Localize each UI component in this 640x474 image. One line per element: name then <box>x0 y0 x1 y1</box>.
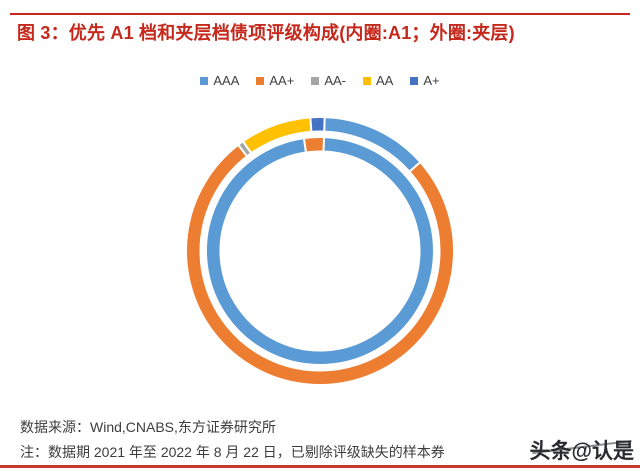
legend-swatch-icon <box>363 76 371 85</box>
donut-segment-a+ <box>309 116 326 133</box>
legend-item-aa+: AA+ <box>256 73 294 88</box>
legend-swatch-icon <box>410 76 419 85</box>
legend-swatch-icon <box>200 76 209 85</box>
donut-segment-aaa <box>205 136 435 366</box>
legend-label: AA- <box>324 73 346 88</box>
legend-swatch-icon <box>311 76 320 85</box>
chart-legend: AAA AA+ AA- AA A+ <box>0 73 640 88</box>
legend-swatch-icon <box>256 76 265 85</box>
legend-item-aaa: AAA <box>200 73 239 88</box>
legend-label: AAA <box>213 73 240 88</box>
figure-title: 图 3：优先 A1 档和夹层档债项评级构成(内圈:A1；外圈:夹层) <box>17 23 515 43</box>
donut-chart <box>185 116 455 386</box>
watermark-text: 头条@认是 <box>530 435 634 465</box>
header-accent-rule <box>10 13 630 15</box>
legend-item-aa: AA <box>363 73 393 88</box>
legend-label: AA+ <box>269 73 295 88</box>
legend-item-a+: A+ <box>410 73 440 88</box>
legend-item-aa-: AA- <box>311 73 346 88</box>
legend-label: A+ <box>423 73 440 88</box>
donut-segment-aa+ <box>302 136 326 154</box>
footer-accent-rule <box>0 465 640 468</box>
data-note-text: 注：数据期 2021 年至 2022 年 8 月 22 日，已剔除评级缺失的样本… <box>20 444 445 460</box>
donut-segment-aa+ <box>185 143 455 386</box>
data-source-text: 数据来源：Wind,CNABS,东方证券研究所 <box>20 419 276 435</box>
legend-label: AA <box>376 73 394 88</box>
